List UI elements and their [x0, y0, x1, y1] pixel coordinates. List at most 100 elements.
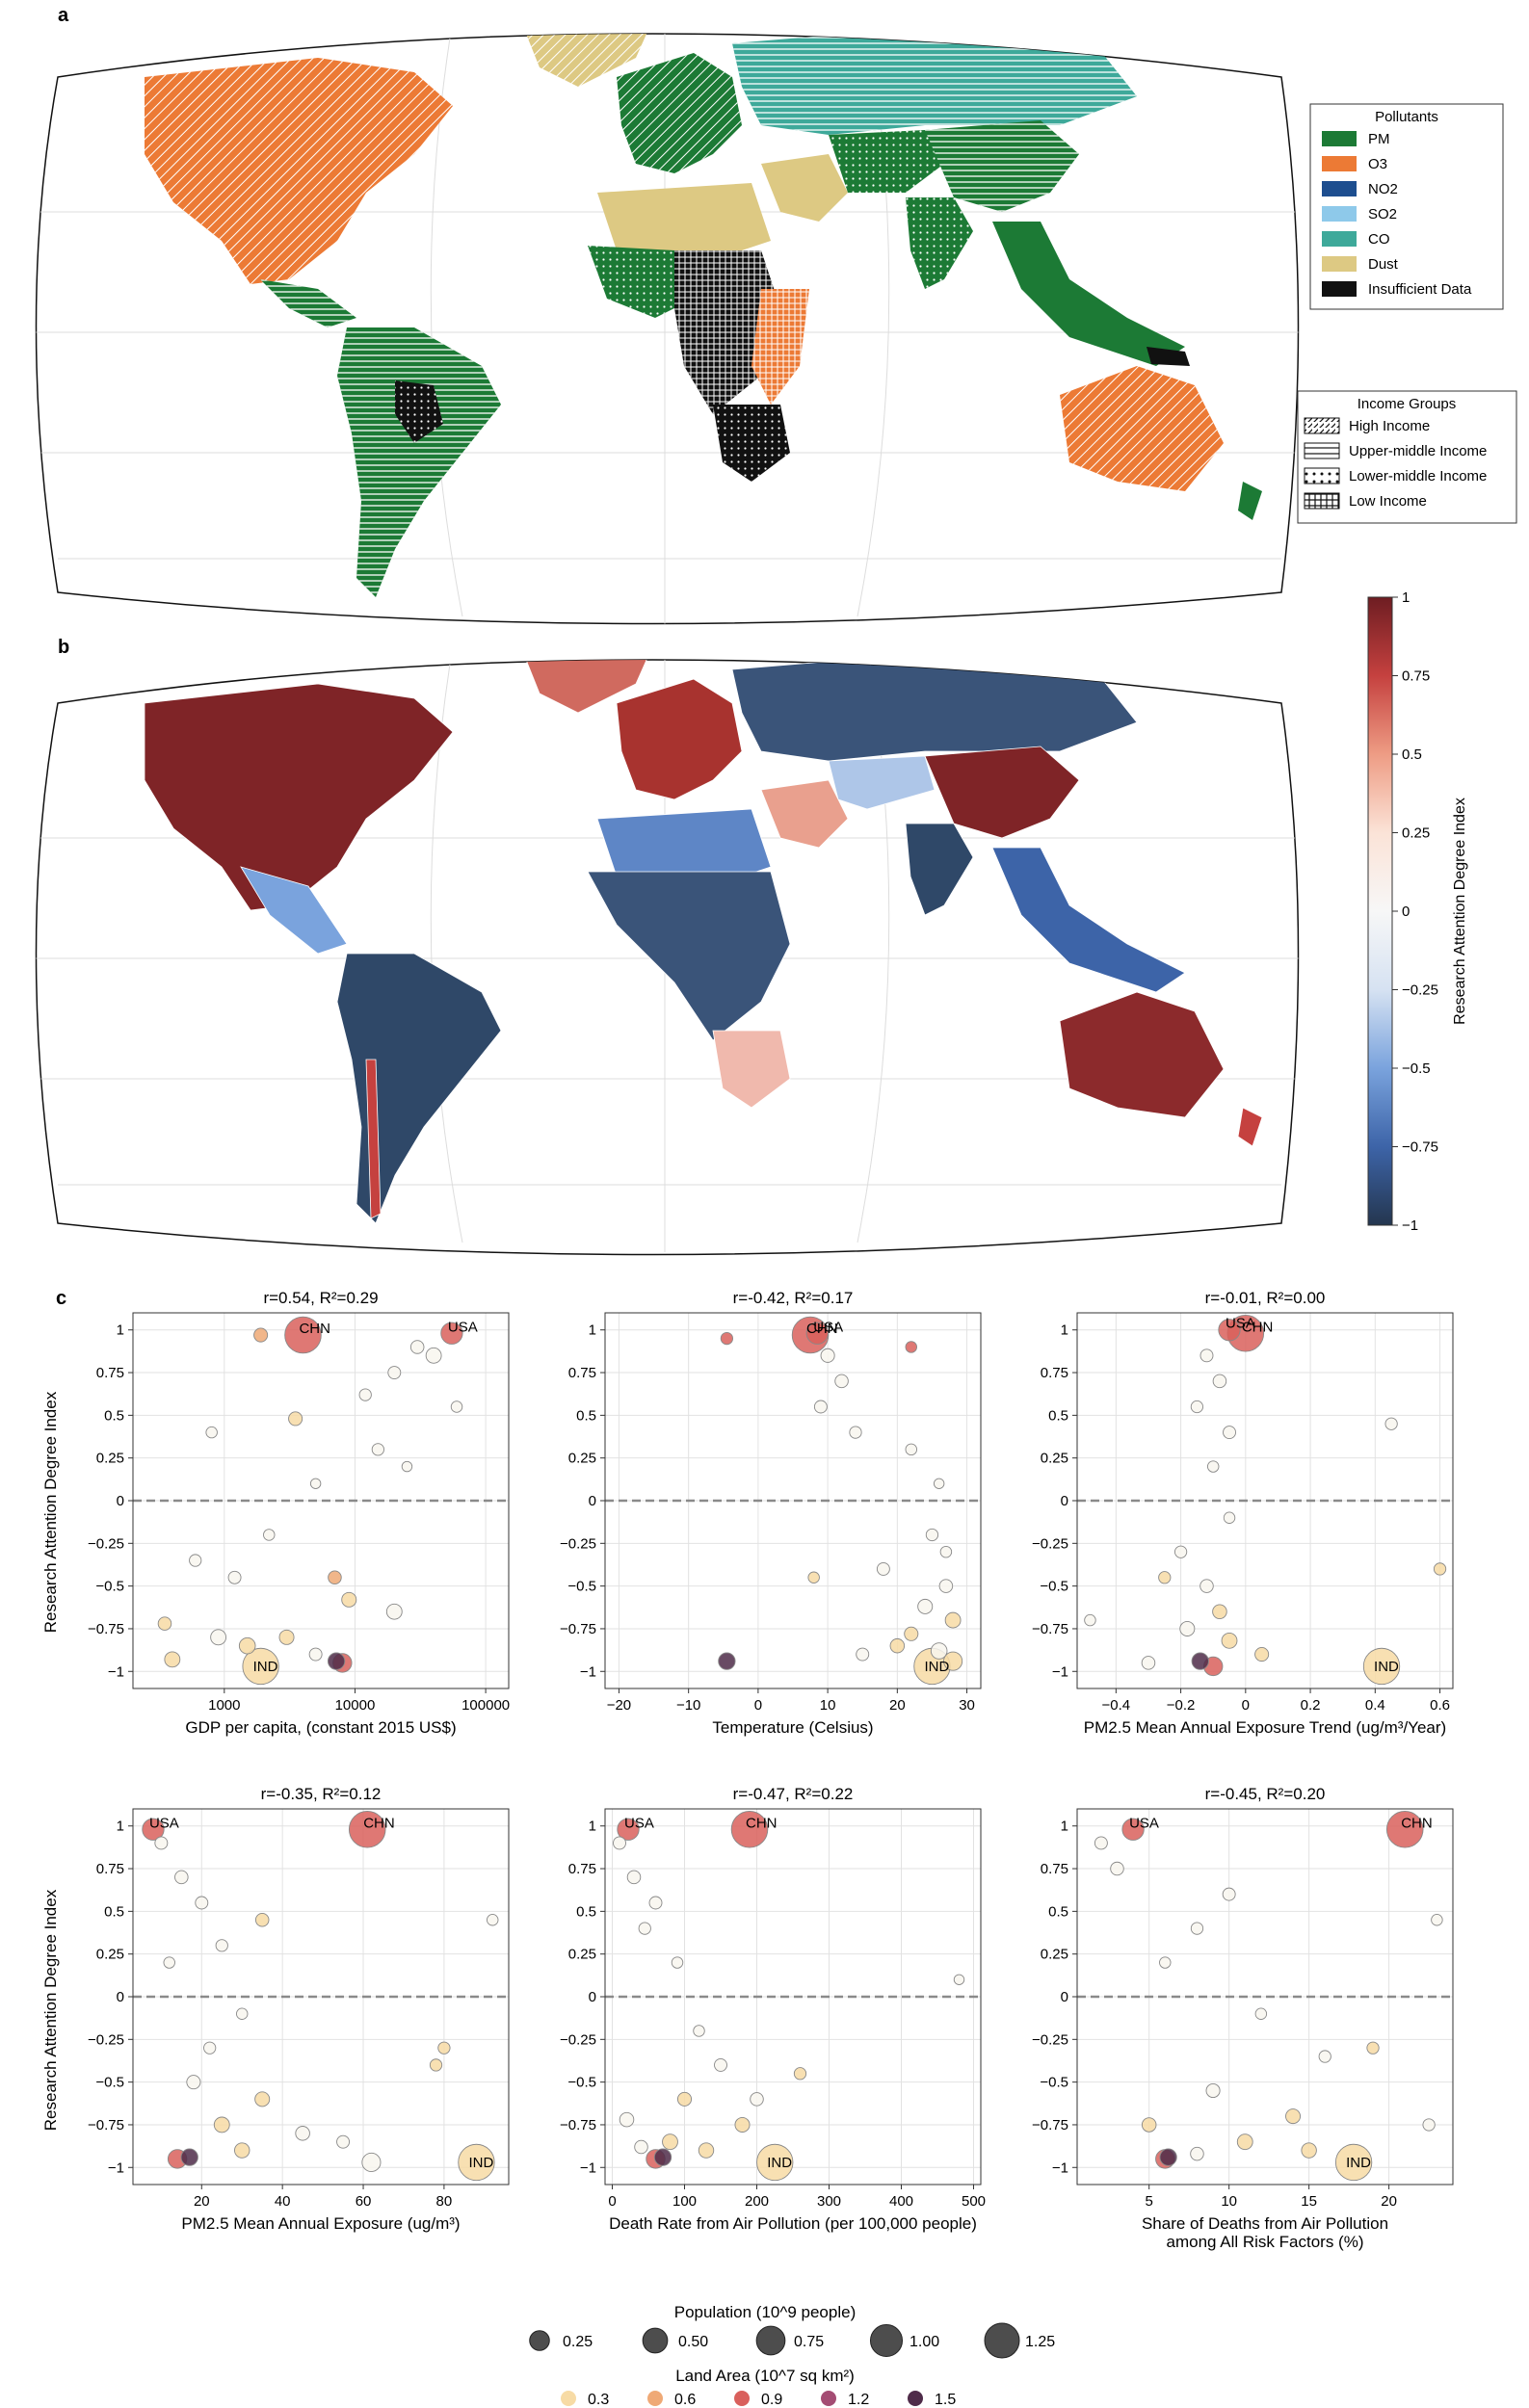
x-tick-label: 10	[1221, 2193, 1237, 2210]
country-bubble	[917, 1598, 934, 1614]
y-tick-label: −1	[1052, 2159, 1068, 2176]
income-legend-label: Upper-middle Income	[1349, 443, 1487, 459]
population-legend-marker	[642, 2327, 669, 2354]
country-bubble	[186, 2075, 201, 2090]
pollutant-legend-label: PM	[1368, 131, 1390, 147]
country-bubble	[904, 1626, 919, 1641]
x-tick-label: 10	[820, 1697, 836, 1714]
region-southern-africa	[712, 1030, 791, 1109]
y-tick-label: 0.75	[568, 1365, 596, 1381]
annotation-usa: USA	[149, 1815, 179, 1831]
country-bubble	[157, 1616, 172, 1631]
y-tick-label: −0.5	[1040, 2075, 1068, 2091]
y-tick-label: 1	[1061, 1322, 1068, 1339]
y-tick-label: −0.25	[88, 1535, 124, 1552]
y-axis-label-row1: Research Attention Degree Index	[41, 1391, 60, 1633]
country-bubble	[876, 1561, 890, 1576]
country-bubble	[253, 1327, 269, 1343]
y-tick-label: 0.25	[96, 1947, 124, 1963]
pollutant-swatch	[1322, 281, 1357, 297]
country-bubble-ind	[458, 2143, 495, 2182]
country-bubble	[734, 2116, 751, 2133]
country-bubble	[1173, 1545, 1188, 1558]
country-bubble	[288, 1411, 303, 1426]
y-tick-label: −0.75	[88, 2117, 124, 2133]
y-tick-label: 1	[117, 1322, 124, 1339]
y-tick-label: 1	[589, 1322, 596, 1339]
colorbar-tick-label: 0.75	[1402, 668, 1430, 685]
x-tick-label: 60	[356, 2193, 372, 2210]
y-tick-label: −0.75	[1032, 2117, 1068, 2133]
country-bubble-chn	[284, 1316, 322, 1354]
country-bubble	[1205, 2082, 1221, 2099]
x-tick-label: 0	[1242, 1697, 1250, 1714]
land-area-legend-marker	[821, 2391, 836, 2406]
country-bubble	[227, 1570, 242, 1584]
country-bubble	[425, 1347, 442, 1364]
x-tick-label: 200	[745, 2193, 769, 2210]
x-tick-label: 15	[1301, 2193, 1317, 2210]
country-bubble	[1190, 1400, 1204, 1414]
country-bubble	[1221, 1632, 1238, 1649]
country-bubble	[619, 2111, 635, 2128]
country-bubble	[429, 2058, 443, 2072]
country-bubble	[327, 1652, 346, 1670]
region-southeast-asia	[992, 222, 1185, 366]
country-bubble	[676, 2091, 693, 2107]
country-bubble	[1318, 2050, 1331, 2063]
country-bubble	[856, 1647, 870, 1662]
country-bubble	[1223, 1511, 1236, 1524]
country-bubble	[210, 1629, 227, 1646]
country-bubble	[195, 1896, 209, 1910]
country-bubble	[1222, 1887, 1236, 1901]
land-area-legend-label: 1.5	[935, 2392, 956, 2408]
country-bubble	[309, 1478, 322, 1489]
pollutant-swatch	[1322, 131, 1357, 146]
pollutant-swatch	[1322, 181, 1357, 196]
country-bubble	[1366, 2041, 1380, 2055]
y-tick-label: −0.5	[567, 2075, 596, 2091]
country-bubble-usa	[1218, 1319, 1241, 1342]
country-bubble-chn	[348, 1811, 386, 1848]
y-tick-label: −1	[108, 1663, 124, 1680]
colorbar-tick-label: 0.5	[1402, 746, 1422, 763]
region-middle-east	[761, 154, 848, 222]
x-axis-label: PM2.5 Mean Annual Exposure (ug/m³)	[181, 2214, 460, 2233]
population-legend-marker	[755, 2325, 786, 2356]
x-tick-label: 0.6	[1430, 1697, 1450, 1714]
country-bubble	[1206, 1460, 1220, 1473]
country-bubble	[1384, 1417, 1398, 1430]
panel-title: r=-0.45, R²=0.20	[1205, 1785, 1326, 1803]
annotation-usa: USA	[448, 1319, 478, 1335]
income-legend-label: High Income	[1349, 418, 1430, 434]
y-tick-label: −0.5	[95, 1579, 124, 1595]
colorbar: 1 0.75 0.5 0.25 0 −0.25 −0.5 −0.75 −1 Research A…	[1367, 589, 1468, 1234]
country-bubble	[1431, 1914, 1443, 1926]
country-bubble	[834, 1374, 849, 1389]
country-bubble	[189, 1554, 202, 1567]
income-swatch	[1304, 442, 1340, 459]
country-bubble	[1223, 1426, 1236, 1440]
country-bubble	[1179, 1620, 1196, 1636]
panel-title: r=-0.42, R²=0.17	[733, 1289, 854, 1307]
map-b-countries	[144, 660, 1263, 1224]
pollutant-swatch	[1322, 256, 1357, 272]
pollutant-legend-label: Dust	[1368, 256, 1399, 273]
income-swatch	[1304, 467, 1340, 484]
country-bubble-usa	[1121, 1818, 1145, 1841]
country-bubble	[1212, 1374, 1227, 1389]
country-bubble	[933, 1478, 945, 1489]
x-tick-label: −0.2	[1167, 1697, 1196, 1714]
x-tick-label: 300	[817, 2193, 841, 2210]
country-bubble	[889, 1637, 906, 1654]
annotation-usa: USA	[813, 1319, 843, 1335]
region-new-zealand	[1238, 482, 1262, 520]
y-tick-label: −1	[108, 2159, 124, 2176]
y-tick-label: −0.25	[1032, 1535, 1068, 1552]
income-swatch	[1304, 417, 1340, 434]
country-bubble	[308, 1647, 323, 1662]
y-tick-label: 0.5	[576, 1407, 596, 1424]
y-tick-label: 0	[117, 1989, 124, 2005]
country-bubble	[626, 1870, 642, 1885]
